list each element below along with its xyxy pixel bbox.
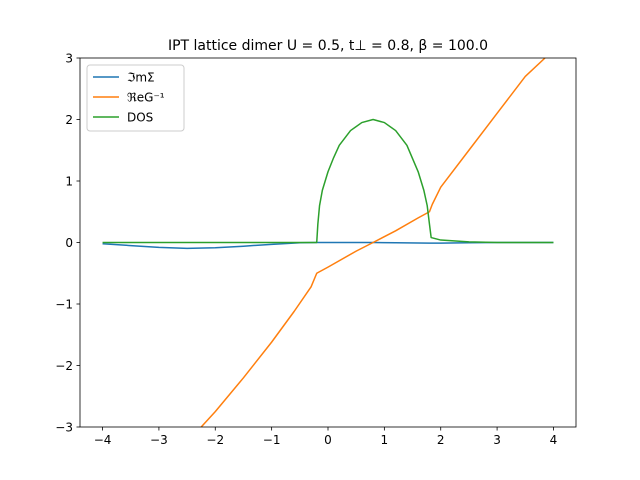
legend-label: ℑmΣ (127, 71, 155, 85)
y-axis: −3 −2 −1 0 1 2 3 (55, 52, 80, 435)
legend-label: DOS (127, 111, 153, 125)
y-tick-label: 0 (65, 236, 73, 250)
x-tick-label: 2 (437, 433, 445, 447)
y-tick-label: 3 (65, 52, 73, 66)
series-line-0 (102, 241, 554, 250)
y-tick-label: −1 (55, 298, 73, 312)
x-tick-label: −4 (94, 433, 112, 447)
y-tick-label: 2 (65, 113, 73, 127)
series-layer (102, 58, 554, 427)
legend: ℑmΣ ℜeG⁻¹ DOS (86, 64, 185, 132)
series-line-1 (200, 58, 546, 427)
y-tick-label: 1 (65, 175, 73, 189)
legend-box (86, 64, 185, 132)
y-tick-label: −3 (55, 421, 73, 435)
chart-title: IPT lattice dimer U = 0.5, t⊥ = 0.8, β =… (168, 38, 488, 54)
x-tick-label: −2 (206, 433, 224, 447)
x-tick-label: −3 (150, 433, 168, 447)
x-tick-label: 3 (493, 433, 501, 447)
y-tick-label: −2 (55, 359, 73, 373)
legend-label: ℜeG⁻¹ (127, 91, 165, 105)
series-line-2 (102, 118, 554, 244)
x-tick-label: −1 (263, 433, 281, 447)
x-tick-label: 4 (550, 433, 558, 447)
x-tick-label: 0 (324, 433, 332, 447)
x-tick-label: 1 (381, 433, 389, 447)
x-axis: −4 −3 −2 −1 0 1 2 3 4 (94, 427, 558, 447)
